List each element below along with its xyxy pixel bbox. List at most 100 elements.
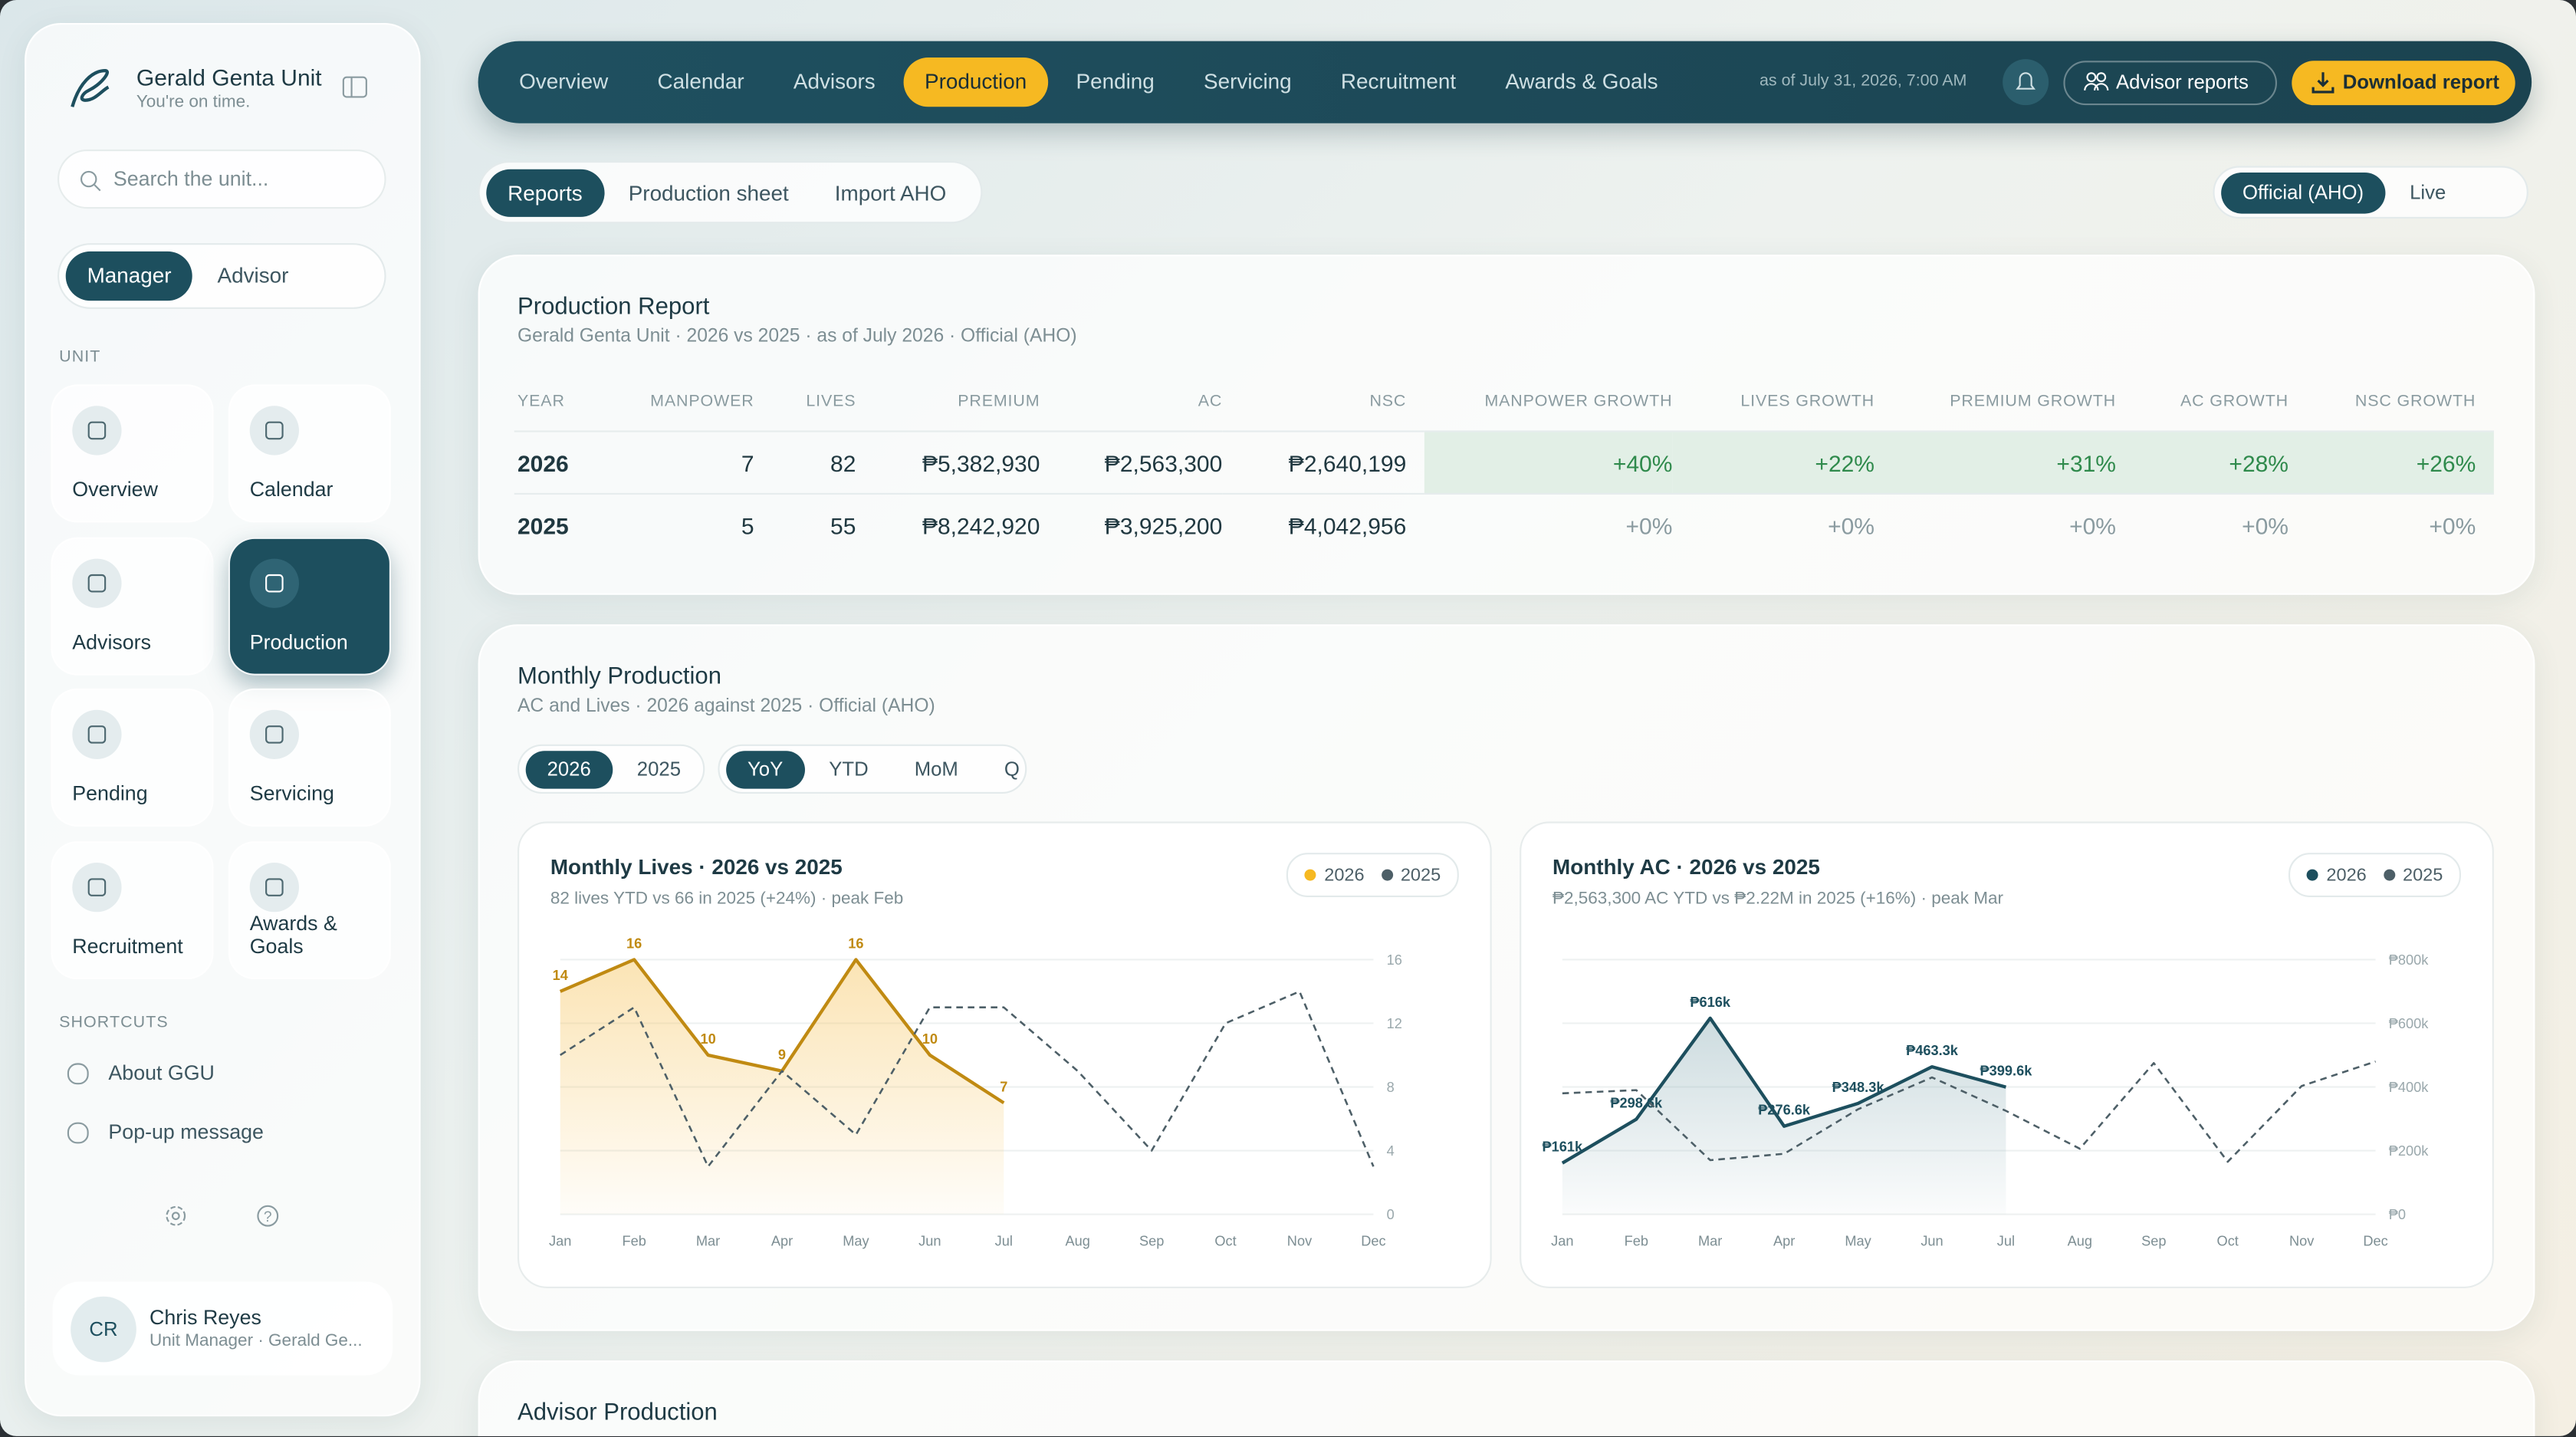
notification-button[interactable] xyxy=(2001,58,2050,107)
section-heading: UNIT xyxy=(59,348,101,367)
svg-text:?: ? xyxy=(264,1209,272,1225)
data-label: ₱298.6k xyxy=(1610,1096,1663,1111)
tile-label: Advisors xyxy=(72,630,152,654)
nav-tab[interactable]: Pending xyxy=(1076,69,1155,94)
search[interactable]: Search the unit... xyxy=(58,150,386,209)
line xyxy=(560,990,1375,1168)
x-tick-label: Jan xyxy=(1551,1233,1573,1248)
table-cell: +0% xyxy=(1672,492,1875,557)
data-label: ₱161k xyxy=(1543,1139,1584,1155)
data-label: 10 xyxy=(700,1031,715,1047)
shortcut-label: About GGU xyxy=(108,1061,215,1085)
download-button[interactable]: Download report xyxy=(2292,61,2515,106)
logo xyxy=(71,68,110,107)
search-placeholder: Search the unit... xyxy=(113,167,269,191)
x-tick-label: Dec xyxy=(2363,1233,2387,1248)
nav-tile[interactable]: Awards & Goals xyxy=(228,841,391,980)
tile-label: Production xyxy=(249,630,348,654)
top-tabs: Overview Calendar Advisors Production Pendin… xyxy=(498,41,1679,123)
sub-tabs: Reports Production sheet Import AHO xyxy=(478,161,983,224)
legend-item: 2026 xyxy=(1304,865,1365,885)
column-header: YEAR xyxy=(518,393,565,411)
line xyxy=(1561,1016,2006,1165)
y-tick-label: 0 xyxy=(1387,1207,1395,1222)
x-tick-label: Jun xyxy=(918,1233,941,1248)
toggle-option[interactable]: Reports xyxy=(486,168,604,216)
toggle-option[interactable]: 2026 xyxy=(525,750,613,788)
table-cell: 7 xyxy=(616,430,754,495)
column-header: PREMIUM GROWTH xyxy=(1950,393,2116,411)
x-tick-label: Mar xyxy=(696,1233,720,1248)
shortcut[interactable]: About GGU xyxy=(108,1061,214,1084)
column-header: AC GROWTH xyxy=(2180,393,2288,411)
nav-tile[interactable]: Advisors xyxy=(51,537,214,676)
toggle-option[interactable]: Q xyxy=(1004,756,1020,780)
nav-tile[interactable]: Overview xyxy=(51,384,214,523)
help-icon[interactable]: ? xyxy=(255,1203,281,1229)
user-card[interactable]: CR Chris Reyes Unit Manager · Gerald Ge.… xyxy=(52,1281,393,1376)
nav-tab[interactable]: Awards & Goals xyxy=(1505,69,1658,94)
shortcut-label: Pop-up message xyxy=(108,1120,264,1144)
toggle-option[interactable]: 2025 xyxy=(636,756,682,780)
card-title: Production Report xyxy=(518,294,710,321)
legend-item: 2025 xyxy=(2383,865,2443,885)
table-cell: 2026 xyxy=(514,430,616,495)
nav-tab[interactable]: Advisors xyxy=(793,69,876,94)
toggle-option[interactable]: Advisor xyxy=(217,262,289,288)
table-cell: 82 xyxy=(754,430,856,495)
y-tick-label: 8 xyxy=(1387,1080,1395,1095)
mode-toggle: YoY YTD MoM Q xyxy=(718,744,1027,794)
x-tick-label: Jun xyxy=(1921,1233,1943,1248)
nav-tab[interactable]: Overview xyxy=(519,69,609,94)
legend-label: 2025 xyxy=(1400,865,1441,885)
toggle-option[interactable]: YoY xyxy=(726,750,805,788)
toggle-option[interactable]: Live xyxy=(2410,179,2446,203)
nav-tile[interactable]: Recruitment xyxy=(51,841,214,980)
nav-tile[interactable]: Calendar xyxy=(228,384,391,523)
data-label: 16 xyxy=(848,936,863,951)
nav-tile[interactable]: Pending xyxy=(51,689,214,827)
nav-tab[interactable]: Calendar xyxy=(657,69,744,94)
x-tick-label: Sep xyxy=(1139,1233,1164,1248)
x-tick-label: Dec xyxy=(1361,1233,1385,1248)
tile-icon xyxy=(249,406,299,455)
table-cell: +0% xyxy=(1875,492,2116,557)
tile-icon xyxy=(249,557,299,608)
nav-tab[interactable]: Production xyxy=(903,58,1049,107)
collapse-icon[interactable] xyxy=(342,76,368,99)
x-tick-label: Nov xyxy=(1287,1233,1313,1248)
tile-label: Overview xyxy=(72,478,158,501)
advisor-reports-button[interactable]: Advisor reports xyxy=(2063,61,2277,106)
x-tick-label: May xyxy=(843,1233,869,1248)
nav-tab[interactable]: Recruitment xyxy=(1340,69,1457,94)
card-title: Monthly Production xyxy=(518,663,721,690)
toggle-option[interactable]: Manager xyxy=(65,251,193,301)
x-tick-label: Jul xyxy=(995,1233,1013,1248)
data-label: ₱616k xyxy=(1690,995,1731,1010)
column-header: NSC xyxy=(1369,393,1407,411)
role-toggle: Manager Advisor xyxy=(58,243,386,309)
toggle-option[interactable]: MoM xyxy=(914,756,958,780)
nav-tile[interactable]: Production xyxy=(228,537,391,676)
table-cell: 5 xyxy=(616,492,754,557)
nav-tile[interactable]: Servicing xyxy=(228,689,391,827)
column-header: MANPOWER GROWTH xyxy=(1484,393,1673,411)
nav-tab[interactable]: Servicing xyxy=(1204,69,1292,94)
tile-icon xyxy=(72,557,122,608)
toggle-option[interactable]: Production sheet xyxy=(628,179,789,205)
settings-icon[interactable] xyxy=(163,1203,189,1229)
shortcut[interactable]: Pop-up message xyxy=(108,1120,264,1143)
avatar: CR xyxy=(71,1296,136,1363)
search-icon xyxy=(80,170,101,192)
toggle-option[interactable]: Import AHO xyxy=(834,179,947,205)
chart-plot: ₱0 ₱200k ₱400k ₱600k ₱800k Jan Feb Mar Apr May Jun… xyxy=(1543,952,2430,1248)
section-heading: SHORTCUTS xyxy=(59,1014,169,1032)
area xyxy=(560,959,1004,1215)
tile-label: Awards & Goals xyxy=(249,912,337,959)
toggle-option[interactable]: Official (AHO) xyxy=(2221,171,2385,213)
y-tick-label: ₱400k xyxy=(2389,1080,2430,1095)
data-label: 9 xyxy=(778,1047,786,1063)
toggle-option[interactable]: YTD xyxy=(829,756,869,780)
timestamp: as of July 31, 2026, 7:00 AM xyxy=(1760,72,1967,90)
data-label: ₱399.6k xyxy=(1980,1064,2033,1079)
